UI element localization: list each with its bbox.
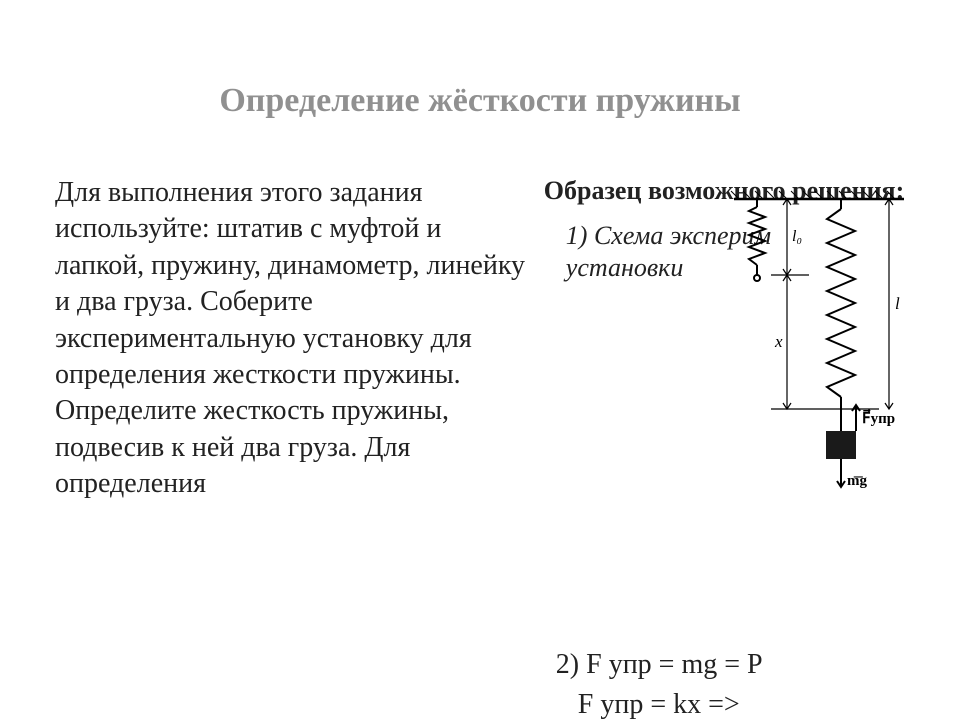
label-l: l: [895, 294, 900, 313]
label-x: x: [774, 332, 783, 351]
slide-title: Определение жёсткости пружины: [0, 82, 960, 120]
dim-l: [885, 199, 893, 409]
task-text: Для выполнения этого задания используйте…: [55, 175, 544, 720]
right-spring: [827, 199, 855, 409]
dim-x: [771, 275, 879, 409]
dim-l0: [771, 199, 809, 275]
force-mg: [837, 459, 845, 487]
label-l0: l₀: [792, 228, 802, 245]
formulas: 2) F упр = mg = P F упр = kx =>: [556, 645, 763, 720]
label-fupr: F⃗упр: [862, 408, 895, 427]
label-mg: m͞g: [847, 473, 867, 489]
force-fupr: [852, 405, 860, 431]
mass-block: [826, 431, 856, 459]
left-spring: [749, 199, 765, 281]
slide-body: Для выполнения этого задания используйте…: [55, 175, 920, 720]
slide: Определение жёсткости пружины Для выполн…: [0, 0, 960, 720]
step1-line2: установки: [566, 253, 684, 282]
formula-1: 2) F упр = mg = P: [556, 645, 763, 686]
solution-column: Образец возможного решения: 1) Схема экс…: [544, 175, 920, 720]
experiment-diagram: l₀ x l: [729, 187, 914, 497]
diagram-svg: l₀ x l: [729, 187, 914, 497]
formula-2: F упр = kx =>: [556, 685, 763, 720]
